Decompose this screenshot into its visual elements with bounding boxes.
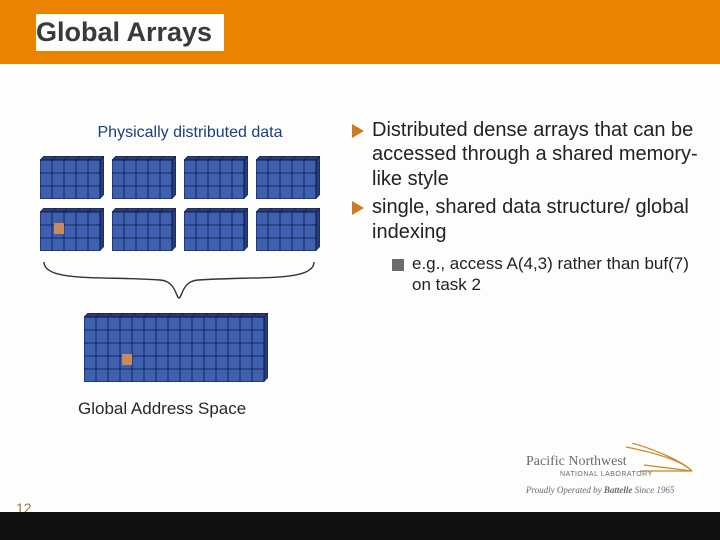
- right-column: Distributed dense arrays that can be acc…: [352, 118, 704, 295]
- logo-tagline-prefix: Proudly Operated by: [526, 485, 604, 495]
- global-grid: [84, 313, 340, 387]
- logo-name-top: Pacific Northwest: [526, 454, 627, 469]
- global-address-space-label: Global Address Space: [78, 399, 340, 419]
- sub-bullet-1: e.g., access A(4,3) rather than buf(7) o…: [392, 254, 704, 295]
- physically-distributed-label: Physically distributed data: [40, 124, 340, 142]
- highlight-marker-small: [54, 223, 64, 234]
- sub-bullet-1-text: e.g., access A(4,3) rather than buf(7) o…: [412, 254, 704, 295]
- square-bullet-icon: [392, 259, 404, 271]
- brace-icon: [40, 256, 318, 306]
- grid-block-3: [256, 156, 318, 198]
- bullet-2-text: single, shared data structure/ global in…: [372, 195, 704, 244]
- grid-block-4: [40, 208, 102, 250]
- bullet-1: Distributed dense arrays that can be acc…: [352, 118, 704, 191]
- logo-tagline-suffix: Since 1965: [632, 485, 674, 495]
- left-column: Physically distributed data Global Addre…: [40, 124, 340, 419]
- pnnl-logo: Pacific Northwest NATIONAL LABORATORY Pr…: [526, 443, 696, 504]
- triangle-bullet-icon: [352, 201, 364, 215]
- page-title: Global Arrays: [36, 14, 224, 51]
- grid-block-7: [256, 208, 318, 250]
- highlight-marker-big: [122, 354, 132, 365]
- distributed-grids: [40, 156, 340, 250]
- grid-block-5: [112, 208, 174, 250]
- grid-block-1: [112, 156, 174, 198]
- bullet-2: single, shared data structure/ global in…: [352, 195, 704, 244]
- svg-text:Proudly Operated by Battelle S: Proudly Operated by Battelle Since 1965: [526, 485, 675, 495]
- logo-name-bottom: NATIONAL LABORATORY: [560, 471, 653, 478]
- grid-block-6: [184, 208, 246, 250]
- triangle-bullet-icon: [352, 124, 364, 138]
- grid-block-2: [184, 156, 246, 198]
- bullet-1-text: Distributed dense arrays that can be acc…: [372, 118, 704, 191]
- grid-block-0: [40, 156, 102, 198]
- logo-tagline-brand: Battelle: [603, 485, 633, 495]
- footer-bar: [0, 512, 720, 540]
